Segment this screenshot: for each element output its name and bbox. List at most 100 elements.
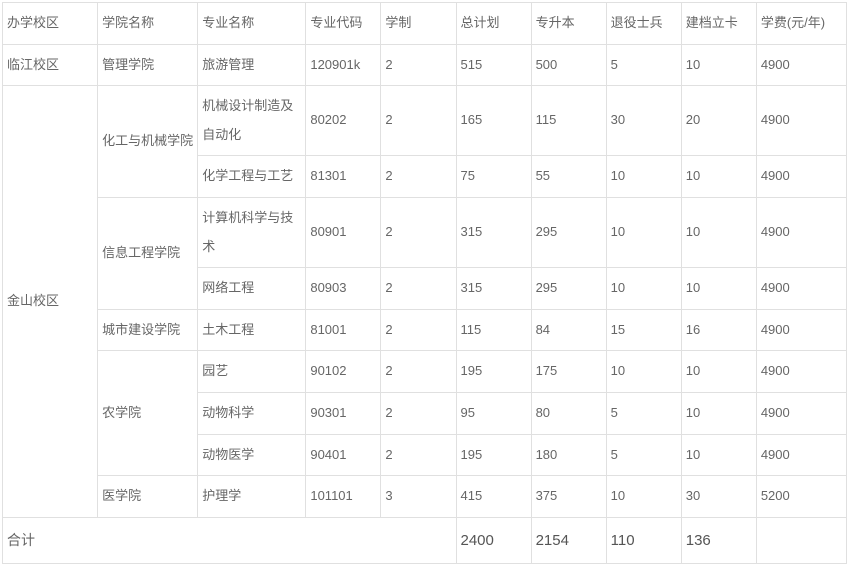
cell-duration: 2 [381,351,456,393]
cell-jdlk: 10 [681,44,756,86]
cell-tyb: 30 [606,86,681,156]
cell-jdlk: 10 [681,392,756,434]
table-row: 信息工程学院 计算机科学与技术 80901 2 315 295 10 10 49… [3,197,847,267]
col-campus: 办学校区 [3,3,98,45]
cell-college: 化工与机械学院 [98,86,198,198]
cell-tyb: 5 [606,434,681,476]
cell-jdlk: 10 [681,351,756,393]
cell-tyb: 10 [606,351,681,393]
cell-zsb: 175 [531,351,606,393]
cell-major: 网络工程 [198,268,306,310]
col-duration: 学制 [381,3,456,45]
cell-code: 81301 [306,156,381,198]
enrollment-plan-table: 办学校区 学院名称 专业名称 专业代码 学制 总计划 专升本 退役士兵 建档立卡… [2,2,847,564]
cell-tyb: 10 [606,268,681,310]
cell-major: 动物科学 [198,392,306,434]
cell-duration: 2 [381,86,456,156]
cell-code: 120901k [306,44,381,86]
cell-campus: 临江校区 [3,44,98,86]
cell-major: 园艺 [198,351,306,393]
cell-major: 土木工程 [198,309,306,351]
table-row: 临江校区 管理学院 旅游管理 120901k 2 515 500 5 10 49… [3,44,847,86]
col-college: 学院名称 [98,3,198,45]
cell-jdlk: 20 [681,86,756,156]
cell-tuition: 4900 [756,86,846,156]
cell-duration: 2 [381,197,456,267]
cell-tyb: 15 [606,309,681,351]
total-tuition [756,517,846,563]
cell-duration: 2 [381,44,456,86]
cell-tuition: 4900 [756,197,846,267]
col-major: 专业名称 [198,3,306,45]
total-tyb: 110 [606,517,681,563]
table-row: 金山校区 化工与机械学院 机械设计制造及自动化 80202 2 165 115 … [3,86,847,156]
cell-zsb: 180 [531,434,606,476]
cell-code: 90102 [306,351,381,393]
cell-major: 机械设计制造及自动化 [198,86,306,156]
cell-duration: 2 [381,268,456,310]
cell-jdlk: 10 [681,156,756,198]
cell-campus: 金山校区 [3,86,98,518]
cell-code: 101101 [306,476,381,518]
cell-duration: 3 [381,476,456,518]
cell-total: 115 [456,309,531,351]
cell-code: 80202 [306,86,381,156]
cell-total: 415 [456,476,531,518]
cell-tyb: 10 [606,197,681,267]
cell-college: 信息工程学院 [98,197,198,309]
cell-tuition: 4900 [756,156,846,198]
cell-zsb: 84 [531,309,606,351]
total-jdlk: 136 [681,517,756,563]
cell-code: 80901 [306,197,381,267]
col-tyb: 退役士兵 [606,3,681,45]
cell-zsb: 55 [531,156,606,198]
cell-jdlk: 30 [681,476,756,518]
cell-total: 75 [456,156,531,198]
cell-college: 农学院 [98,351,198,476]
cell-zsb: 295 [531,197,606,267]
cell-college: 城市建设学院 [98,309,198,351]
cell-college: 医学院 [98,476,198,518]
col-jdlk: 建档立卡 [681,3,756,45]
cell-major: 动物医学 [198,434,306,476]
cell-major: 化学工程与工艺 [198,156,306,198]
cell-tuition: 4900 [756,268,846,310]
total-label: 合计 [3,517,457,563]
cell-zsb: 295 [531,268,606,310]
cell-major: 计算机科学与技术 [198,197,306,267]
cell-tuition: 4900 [756,309,846,351]
cell-total: 195 [456,351,531,393]
cell-duration: 2 [381,392,456,434]
cell-zsb: 375 [531,476,606,518]
cell-jdlk: 16 [681,309,756,351]
cell-code: 90401 [306,434,381,476]
cell-jdlk: 10 [681,197,756,267]
cell-total: 515 [456,44,531,86]
cell-zsb: 115 [531,86,606,156]
cell-tyb: 5 [606,44,681,86]
cell-tuition: 4900 [756,392,846,434]
cell-tyb: 5 [606,392,681,434]
table-header-row: 办学校区 学院名称 专业名称 专业代码 学制 总计划 专升本 退役士兵 建档立卡… [3,3,847,45]
table-row: 医学院 护理学 101101 3 415 375 10 30 5200 [3,476,847,518]
cell-zsb: 80 [531,392,606,434]
table-row: 城市建设学院 土木工程 81001 2 115 84 15 16 4900 [3,309,847,351]
cell-tuition: 4900 [756,44,846,86]
cell-zsb: 500 [531,44,606,86]
cell-tuition: 5200 [756,476,846,518]
cell-code: 81001 [306,309,381,351]
cell-total: 315 [456,268,531,310]
col-zsb: 专升本 [531,3,606,45]
cell-jdlk: 10 [681,268,756,310]
cell-college: 管理学院 [98,44,198,86]
cell-duration: 2 [381,434,456,476]
total-zsb: 2154 [531,517,606,563]
col-code: 专业代码 [306,3,381,45]
cell-tuition: 4900 [756,351,846,393]
cell-jdlk: 10 [681,434,756,476]
cell-tuition: 4900 [756,434,846,476]
cell-duration: 2 [381,309,456,351]
cell-total: 165 [456,86,531,156]
cell-total: 315 [456,197,531,267]
col-total: 总计划 [456,3,531,45]
